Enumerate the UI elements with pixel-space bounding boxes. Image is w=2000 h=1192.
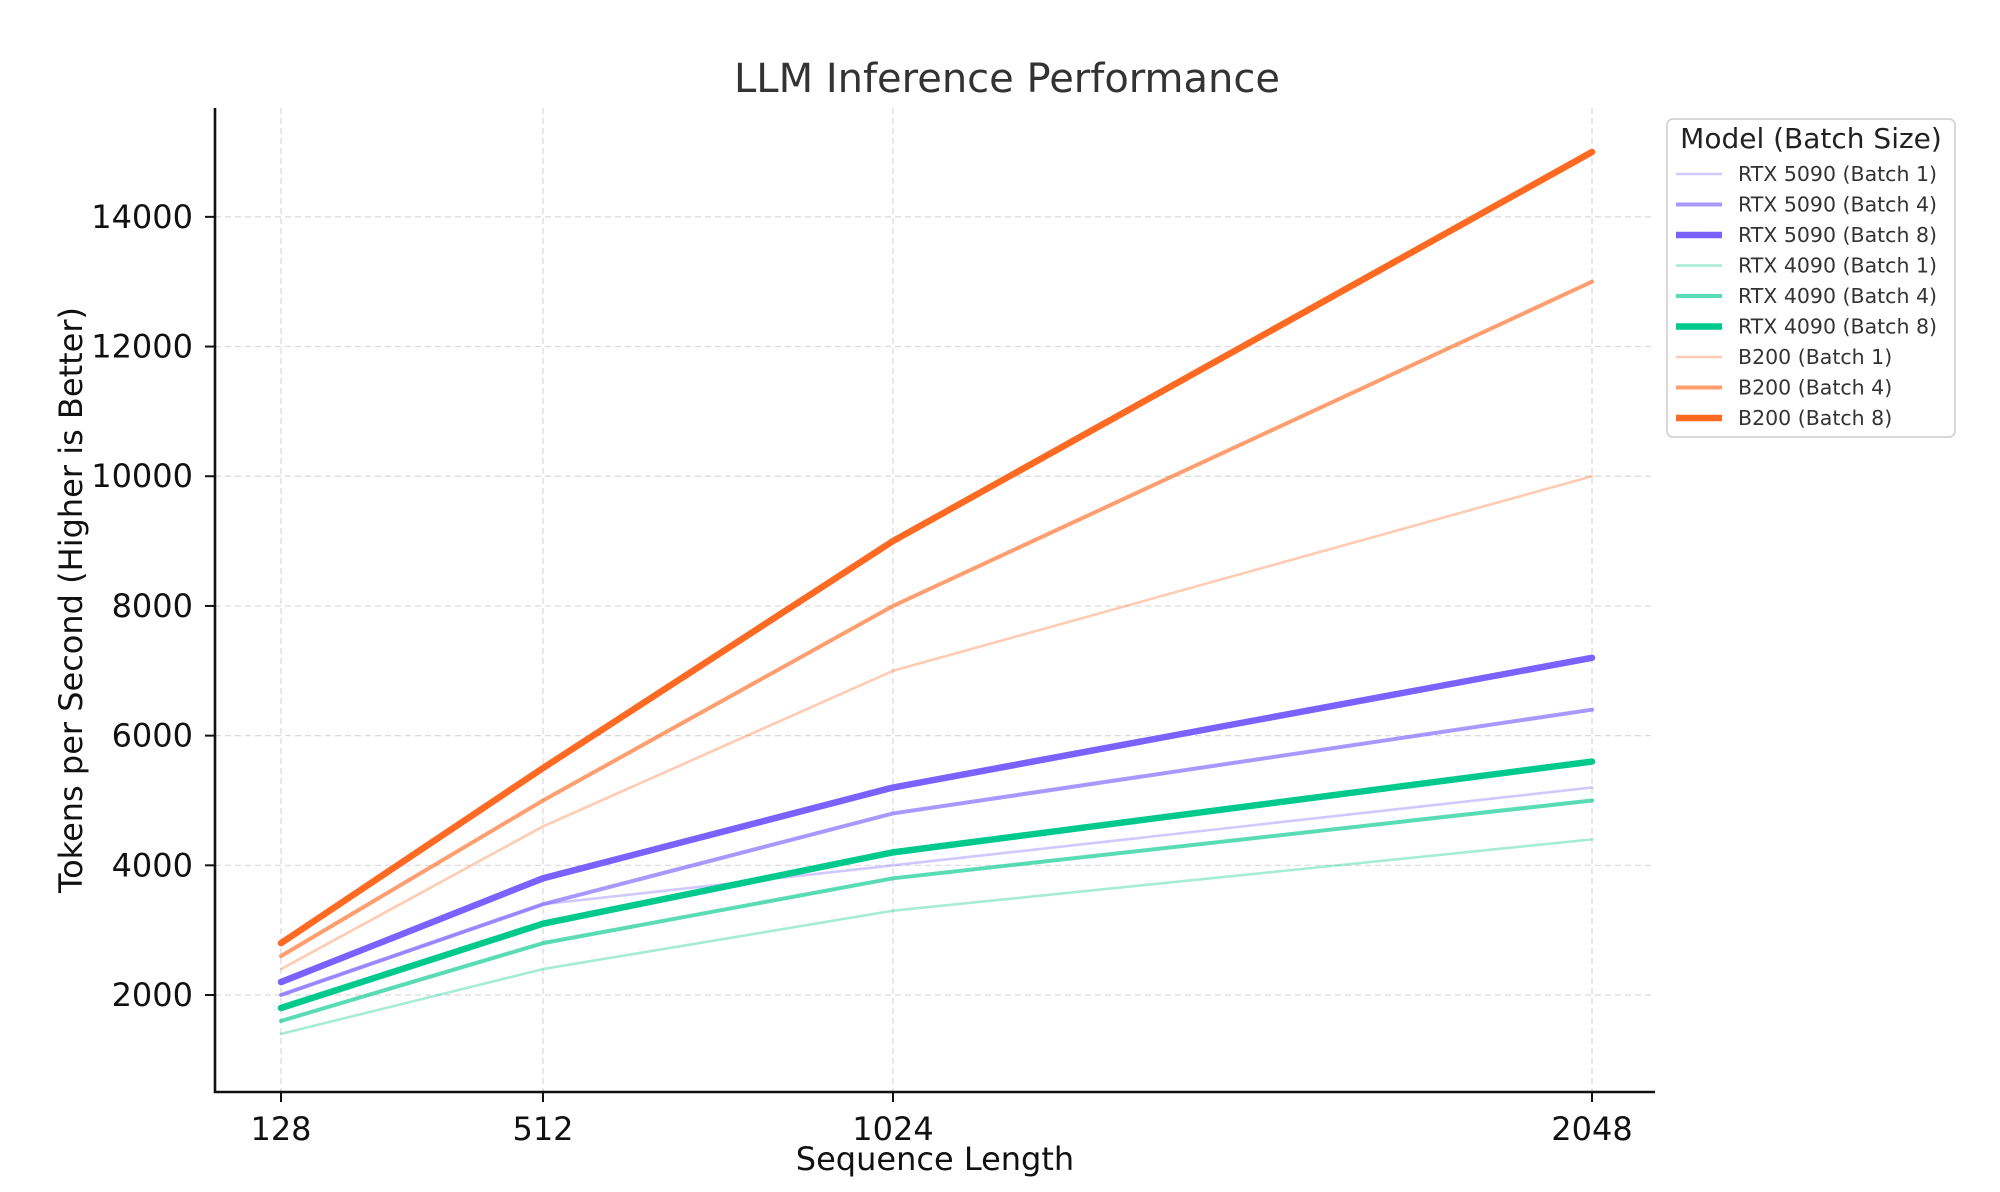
series-line-rtx-4090-batch-4 [279, 798, 1594, 1023]
legend-label: RTX 5090 (Batch 8) [1738, 223, 1937, 247]
x-tick-label: 2048 [1551, 1110, 1632, 1148]
legend-label: B200 (Batch 4) [1738, 376, 1892, 400]
x-axis-ticks: 128 512 1024 2048 [250, 1092, 1633, 1148]
y-tick-label: 2000 [112, 976, 193, 1014]
legend: Model (Batch Size) RTX 5090 (Batch 1)RTX… [1666, 118, 1956, 438]
y-tick-label: 6000 [112, 717, 193, 755]
series-line-rtx-5090-batch-4 [279, 707, 1594, 998]
y-axis-label: Tokens per Second (Higher is Better) [52, 307, 90, 894]
series-line-rtx-4090-batch-8 [277, 758, 1596, 1012]
legend-items: RTX 5090 (Batch 1) RTX 5090 (Batch 4) RTX … [1676, 162, 1937, 430]
legend-label: RTX 4090 (Batch 4) [1738, 284, 1937, 308]
legend-title: Model (Batch Size) [1680, 122, 1942, 155]
series-line-b200-batch-1 [279, 474, 1594, 971]
series-line-b200-batch-4 [279, 279, 1594, 959]
legend-label: RTX 4090 (Batch 1) [1738, 254, 1937, 278]
series-lines [277, 148, 1596, 1036]
axes [213, 108, 1655, 1094]
series-line-rtx-4090-batch-1 [279, 838, 1594, 1036]
y-axis-ticks: 2000 4000 6000 8000 10000 12000 14000 [91, 198, 215, 1014]
legend-label: RTX 4090 (Batch 8) [1738, 315, 1937, 339]
legend-box [1666, 118, 1956, 438]
y-tick-label: 4000 [112, 846, 193, 884]
series-line-b200-batch-8 [277, 148, 1596, 947]
x-tick-label: 128 [250, 1110, 311, 1148]
x-tick-label: 1024 [852, 1110, 933, 1148]
y-tick-label: 8000 [112, 587, 193, 625]
legend-label: B200 (Batch 8) [1738, 406, 1892, 430]
legend-label: B200 (Batch 1) [1738, 345, 1892, 369]
x-tick-label: 512 [512, 1110, 573, 1148]
legend-label: RTX 5090 (Batch 4) [1738, 193, 1937, 217]
grid [215, 108, 1655, 1092]
x-axis-label: Sequence Length [796, 1140, 1074, 1178]
y-tick-label: 10000 [91, 457, 193, 495]
chart-title: LLM Inference Performance [734, 56, 1280, 102]
axis-spines [213, 108, 1655, 1094]
series-line-rtx-5090-batch-8 [277, 654, 1596, 986]
y-tick-label: 12000 [91, 328, 193, 366]
legend-label: RTX 5090 (Batch 1) [1738, 162, 1937, 186]
y-tick-label: 14000 [91, 198, 193, 236]
